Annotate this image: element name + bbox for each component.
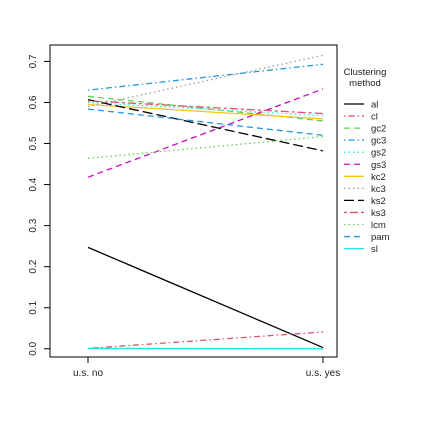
legend-label-cl: cl xyxy=(371,112,378,123)
series-line-gs2 xyxy=(88,102,323,115)
series-line-ks2 xyxy=(88,100,323,151)
legend-label-pam: pam xyxy=(371,232,390,243)
series-lines xyxy=(88,55,323,349)
y-tick-label: 0.6 xyxy=(28,95,39,109)
legend-label-gs2: gs2 xyxy=(371,148,386,159)
series-line-al xyxy=(88,247,323,347)
y-tick-label: 0.7 xyxy=(28,54,39,68)
plot-frame xyxy=(50,45,337,357)
y-tick-label: 0.4 xyxy=(28,177,39,191)
y-tick-label: 0.1 xyxy=(28,300,39,314)
legend-label-al: al xyxy=(371,100,378,111)
legend: Clusteringmethodalclgc2gc3gs2gs3kc2kc3ks… xyxy=(344,67,390,255)
legend-label-ks2: ks2 xyxy=(371,196,386,207)
legend-title: method xyxy=(349,78,381,89)
x-tick-label: u.s. yes xyxy=(306,368,340,379)
y-tick-label: 0.0 xyxy=(28,341,39,355)
series-line-kc3 xyxy=(88,55,323,106)
x-tick-label: u.s. no xyxy=(73,368,103,379)
y-tick-label: 0.5 xyxy=(28,136,39,150)
y-axis: 0.0 0.1 0.2 0.3 0.4 0.5 0.6 0.7 xyxy=(28,54,50,356)
series-line-lcm xyxy=(88,137,323,159)
legend-label-kc2: kc2 xyxy=(371,172,386,183)
series-line-cl xyxy=(88,332,323,348)
legend-label-sl: sl xyxy=(371,244,378,255)
series-line-gc3 xyxy=(88,64,323,90)
legend-label-ks3: ks3 xyxy=(371,208,386,219)
x-axis: u.s. no u.s. yes xyxy=(73,357,340,379)
legend-label-gs3: gs3 xyxy=(371,160,386,171)
legend-label-gc2: gc2 xyxy=(371,124,386,135)
y-tick-label: 0.2 xyxy=(28,259,39,273)
legend-title: Clustering xyxy=(344,67,387,78)
legend-label-gc3: gc3 xyxy=(371,136,386,147)
series-line-pam xyxy=(88,109,323,135)
legend-label-kc3: kc3 xyxy=(371,184,386,195)
y-tick-label: 0.3 xyxy=(28,218,39,232)
legend-label-lcm: lcm xyxy=(371,220,386,231)
